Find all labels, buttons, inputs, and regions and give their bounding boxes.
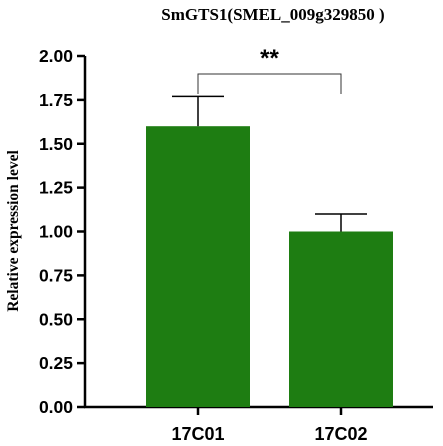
significance-bracket [197,73,342,94]
y-axis-label: Relative expression level [5,150,22,312]
y-tick-label: 0.75 [39,265,73,285]
x-tick-label-17C02: 17C02 [314,424,367,444]
x-tick-label-17C01: 17C01 [171,424,224,444]
bar-17C01 [146,126,250,407]
y-tick-label: 0.25 [39,353,73,373]
y-tick-label: 2.00 [39,46,73,66]
y-tick-label: 0.00 [39,397,73,417]
y-tick-label: 0.50 [39,309,73,329]
y-tick-label: 1.75 [39,90,73,110]
chart-title: SmGTS1(SMEL_009g329850 ) [161,5,384,24]
y-tick-label: 1.00 [39,222,73,242]
y-tick-label: 1.25 [39,178,73,198]
bars [146,95,393,407]
y-tick-label: 1.50 [39,134,73,154]
significance-annotation: ** [197,45,342,94]
axes: 0.00 0.25 0.50 0.75 1.00 1.25 1.50 1.75 2.00 17C0… [39,46,433,444]
significance-label: ** [260,45,279,72]
bar-17C02 [289,231,393,407]
